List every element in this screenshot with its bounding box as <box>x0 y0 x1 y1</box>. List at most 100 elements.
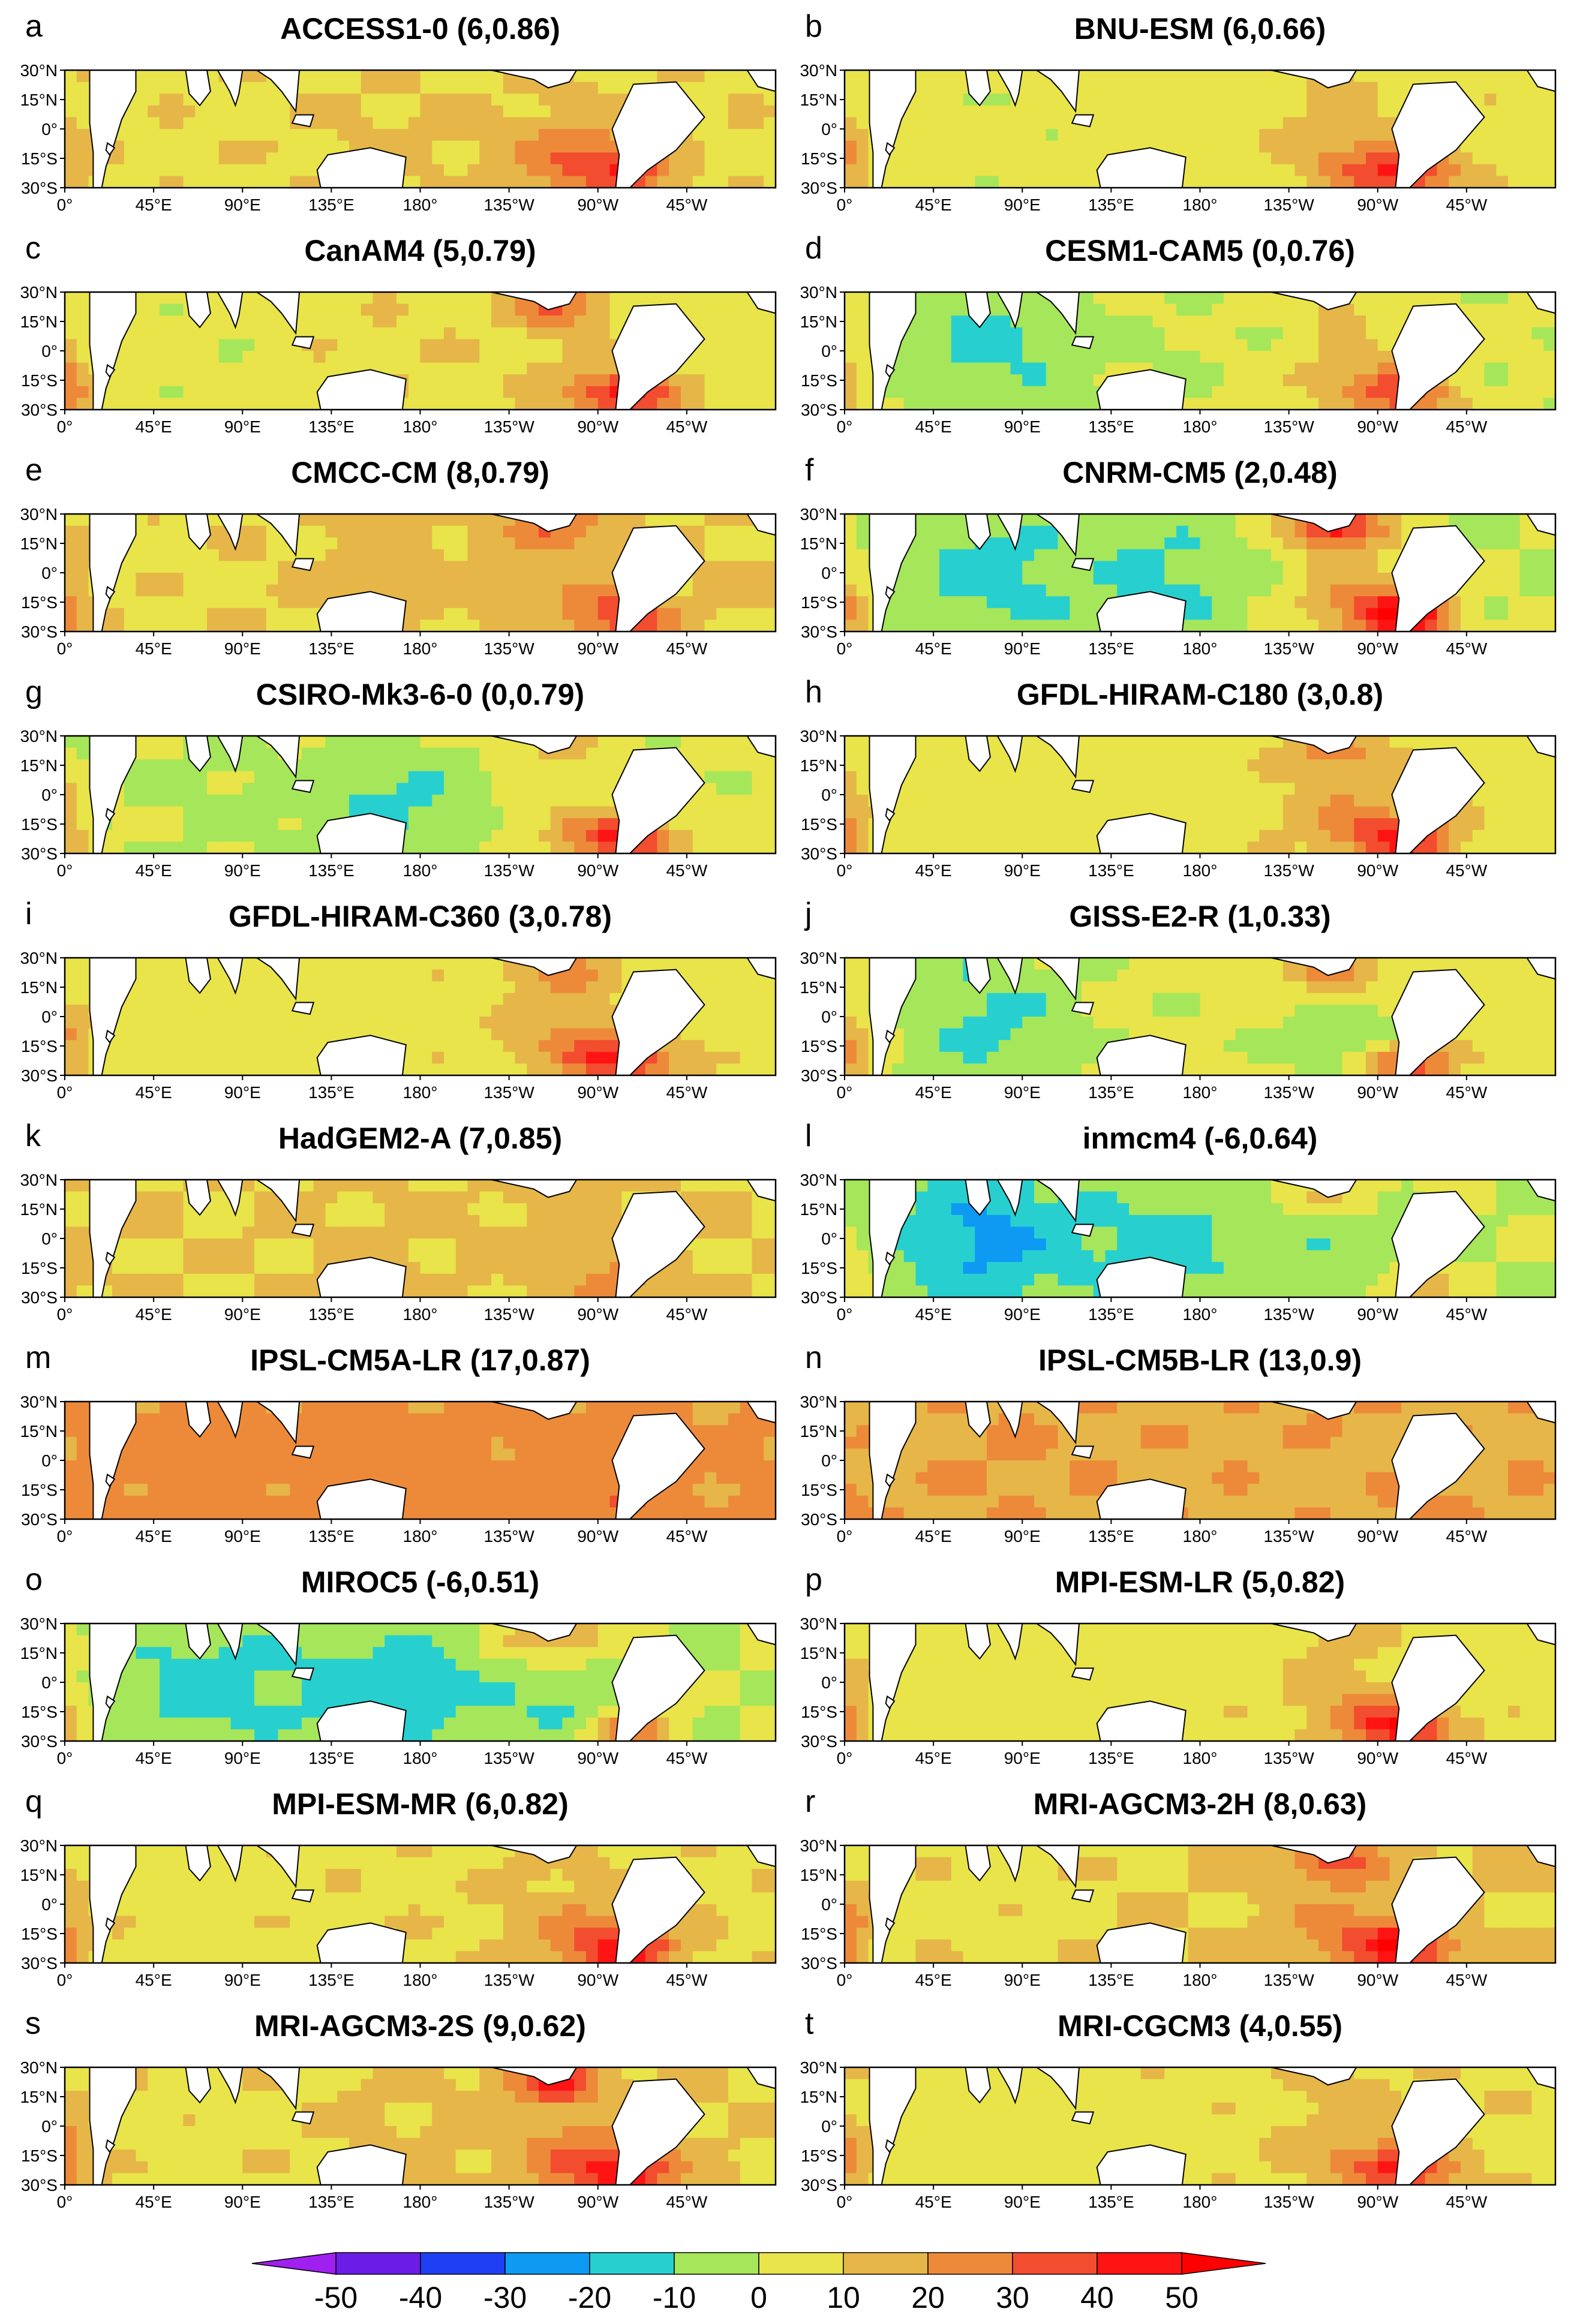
lon-label: 0° <box>57 1749 73 1767</box>
lon-label: 45°W <box>1446 2193 1487 2211</box>
panel-letter: i <box>25 897 32 931</box>
lon-label: 45°W <box>1446 639 1487 658</box>
land-mass <box>869 1845 917 1963</box>
lon-label: 90°E <box>1004 1971 1041 1989</box>
land-mass <box>1270 292 1357 311</box>
panel-letter: l <box>805 1119 812 1153</box>
land-mass <box>1391 1856 1485 1963</box>
panel-a: a ACCESS1-0 (6,0.86)30°N15°N0°15°S30°S0° 4… <box>20 9 777 214</box>
panel-h: h GFDL-HIRAM-C180 (3,0.8) 30°N 15°N 0° 15°S 30… <box>800 675 1557 880</box>
lat-label: 15°S <box>801 815 837 834</box>
lon-label: 90°W <box>1357 861 1398 880</box>
lat-label: 15°N <box>800 2088 837 2106</box>
panel-k: k HadGEM2-A (7,0.85)30°N15°N0°15°S30°S0° 4… <box>20 1119 777 1324</box>
lon-label: 135°E <box>308 1971 355 1989</box>
lon-label: 90°E <box>224 861 261 880</box>
land-mass <box>256 958 301 1001</box>
land-mass <box>885 2139 896 2153</box>
land-mass <box>256 292 301 335</box>
land-mass <box>965 736 991 772</box>
land-mass <box>746 292 776 314</box>
panel-e: e CMCC-CM (8,0.79)30°N15°N0°15°S30°S0° 45°… <box>20 453 777 658</box>
land-mass <box>885 1029 896 1044</box>
lon-label: 90°E <box>1004 1083 1041 1102</box>
lon-label: 0° <box>57 1083 73 1102</box>
land-mass <box>1035 736 1080 779</box>
lat-label: 30°N <box>800 61 837 80</box>
lat-label: 15°N <box>800 1644 837 1662</box>
land-mass <box>885 807 896 822</box>
lat-label: 30°N <box>800 505 837 524</box>
lat-label: 30°N <box>800 1171 837 1189</box>
lat-label: 0° <box>821 1008 837 1026</box>
land-mass <box>1526 1180 1555 1202</box>
lat-label: 15°S <box>801 2146 837 2165</box>
panel-title: inmcm4 (-6,0.64) <box>1083 1122 1318 1155</box>
panel-letter: f <box>805 453 814 488</box>
lon-label: 135°W <box>483 1083 534 1102</box>
land-mass <box>316 1256 407 1297</box>
bias-field <box>65 1624 776 1741</box>
land-mass <box>1035 2067 1080 2110</box>
panel-letter: r <box>805 1784 815 1819</box>
land-mass <box>1035 514 1080 557</box>
land-mass <box>105 142 116 156</box>
colorbar-box <box>927 2252 1013 2275</box>
lat-label: 15°N <box>20 534 58 553</box>
bias-field <box>65 958 776 1075</box>
lon-label: 135°E <box>1088 417 1134 436</box>
colorbar: -50 -40 -30 -20 -10 0 10 20 30 40 50 <box>251 2252 1266 2314</box>
land-mass <box>1035 292 1080 335</box>
land-mass <box>1270 1402 1357 1420</box>
lat-label: 30°S <box>801 401 837 419</box>
lat-label: 30°N <box>800 727 837 745</box>
lon-label: 45°E <box>915 196 952 214</box>
land-mass <box>1270 1180 1357 1198</box>
panel-letter: t <box>805 2006 814 2041</box>
lon-label: 45°W <box>1446 1971 1487 1989</box>
land-mass <box>1391 303 1485 410</box>
land-mass <box>105 1917 116 1931</box>
lon-label: 90°E <box>224 1083 261 1102</box>
lon-label: 45°W <box>1446 196 1487 214</box>
panel-letter: o <box>25 1562 43 1597</box>
land-mass <box>996 514 1023 551</box>
lon-label: 135°E <box>308 1527 355 1546</box>
land-mass <box>291 1667 315 1681</box>
colorbar-label: -30 <box>483 2281 527 2314</box>
lat-label: 30°S <box>801 179 837 197</box>
bias-field <box>845 2067 1555 2185</box>
bias-field <box>65 1845 776 1963</box>
bias-field <box>845 1845 1555 1963</box>
lat-label: 30°S <box>21 1510 58 1529</box>
land-mass <box>89 736 137 853</box>
lat-label: 30°N <box>20 505 58 524</box>
lon-label: 45°W <box>1446 1527 1487 1546</box>
land-mass <box>1071 114 1095 128</box>
lon-label: 45°W <box>666 2193 707 2211</box>
panel-letter: b <box>805 9 822 44</box>
lat-label: 15°S <box>21 1925 58 1943</box>
panel-g: g CSIRO-Mk3-6-0 (0,0.79) 30°N 15°N 0° 15°S 30°… <box>20 675 777 880</box>
land-mass <box>1270 736 1357 754</box>
colorbar-min-arrow <box>251 2252 337 2275</box>
lon-label: 90°W <box>1357 196 1398 214</box>
land-mass <box>291 780 315 793</box>
land-mass <box>869 736 917 853</box>
lon-label: 45°E <box>915 417 952 436</box>
colorbar-max-arrow <box>1181 2252 1266 2275</box>
land-mass <box>256 1180 301 1223</box>
lon-label: 90°W <box>577 1749 618 1767</box>
land-mass <box>1071 558 1095 572</box>
panel-letter: q <box>25 1784 43 1819</box>
lon-label: 135°E <box>1088 2193 1134 2211</box>
lon-label: 180° <box>403 1749 438 1767</box>
panel-letter: h <box>805 675 822 709</box>
panel-title: CMCC-CM (8,0.79) <box>291 456 549 489</box>
lon-label: 45°E <box>136 639 172 658</box>
land-mass <box>1391 525 1485 632</box>
land-mass <box>316 369 407 410</box>
lon-label: 90°E <box>224 196 261 214</box>
lon-label: 0° <box>57 2193 73 2211</box>
land-mass <box>996 1180 1023 1217</box>
